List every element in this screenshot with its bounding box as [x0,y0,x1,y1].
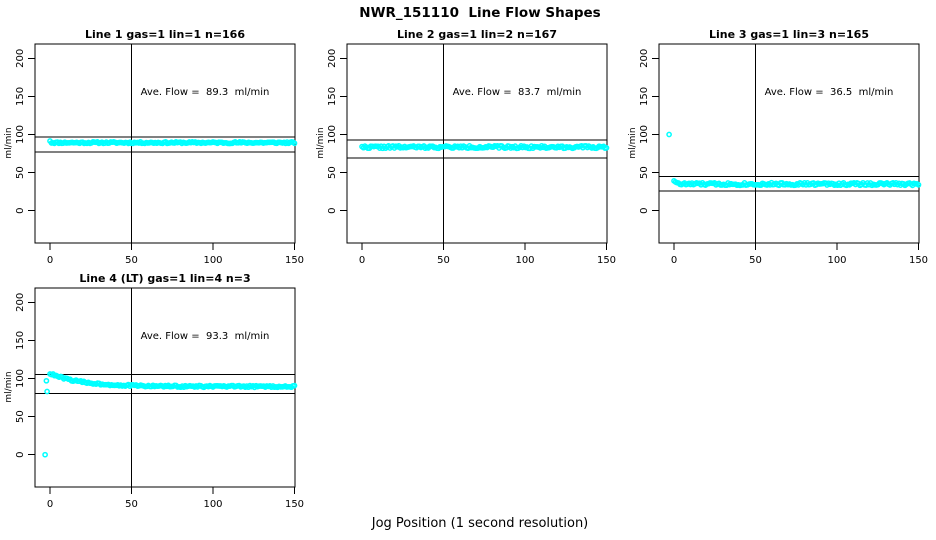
y-tick-label: 200 [15,293,26,312]
subplot-line-2: 0 50 100 150 200 ml/min 0 50 100 150 Line 2 gas=1… [312,26,624,270]
y-tick-label: 0 [639,208,650,214]
subplot-canvas: 0 50 100 150 200 ml/min 0 50 100 150 [316,43,616,266]
flow-data-points [359,142,610,152]
x-tick-label: 100 [203,255,222,266]
subplot-canvas: 0 50 100 150 200 ml/min 0 50 100 150 [4,43,304,266]
flow-data-points [666,131,922,189]
x-tick-label: 0 [359,255,365,266]
ave-flow-annotation: Ave. Flow = 89.3 ml/min [140,87,270,98]
x-tick-label: 150 [597,255,616,266]
subplot-line-4: 0 50 100 150 200 ml/min 0 50 100 150 Line 4 (LT) … [0,270,312,514]
x-tick-label: 0 [47,255,53,266]
flow-data-points [42,371,298,458]
y-axis-label: ml/min [316,127,326,158]
y-tick-label: 200 [639,49,650,68]
x-tick-label: 150 [285,499,304,510]
y-axis-label: ml/min [4,127,14,158]
x-tick-label: 0 [47,499,53,510]
subplot-canvas: 0 50 100 150 200 ml/min 0 50 100 150 [628,43,928,266]
y-tick-label: 50 [15,410,26,423]
x-axis-label: Jog Position (1 second resolution) [371,516,589,531]
x-tick-label: 150 [909,255,928,266]
x-tick-label: 50 [125,255,138,266]
ave-flow-annotation: Ave. Flow = 93.3 ml/min [140,331,270,342]
subplot-title: Line 4 (LT) gas=1 lin=4 n=3 [79,272,251,285]
subplot-line-1: 0 50 100 150 200 ml/min 0 50 100 150 Line 1 gas=1… [0,26,312,270]
x-tick-label: 50 [437,255,450,266]
plot-box [658,43,920,244]
y-tick-label: 0 [15,208,26,214]
subplot-title: Line 3 gas=1 lin=3 n=165 [708,28,869,41]
subplot-title: Line 1 gas=1 lin=1 n=166 [84,28,245,41]
ave-flow-annotation: Ave. Flow = 36.5 ml/min [764,87,894,98]
y-tick-label: 100 [327,125,338,144]
x-tick-label: 100 [515,255,534,266]
y-tick-label: 0 [327,208,338,214]
y-tick-label: 50 [15,166,26,179]
y-tick-label: 0 [15,452,26,458]
main-title: NWR_151110 Line Flow Shapes [359,5,601,21]
y-tick-label: 150 [15,87,26,106]
y-tick-label: 150 [639,87,650,106]
y-tick-label: 50 [327,166,338,179]
y-axis-label: ml/min [628,127,638,158]
subplot-line-3: 0 50 100 150 200 ml/min 0 50 100 150 Line 3 gas=1… [624,26,936,270]
x-tick-label: 100 [203,499,222,510]
y-tick-label: 200 [15,49,26,68]
y-tick-label: 200 [327,49,338,68]
y-tick-label: 150 [327,87,338,106]
ave-flow-annotation: Ave. Flow = 83.7 ml/min [452,87,582,98]
subplot-canvas: 0 50 100 150 200 ml/min 0 50 100 150 [4,287,304,510]
y-tick-label: 50 [639,166,650,179]
x-tick-label: 100 [827,255,846,266]
y-tick-label: 100 [639,125,650,144]
subplot-title: Line 2 gas=1 lin=2 n=167 [396,28,557,41]
y-tick-label: 100 [15,125,26,144]
x-tick-label: 50 [749,255,762,266]
x-tick-label: 50 [125,499,138,510]
y-axis-label: ml/min [4,371,14,402]
x-tick-label: 150 [285,255,304,266]
y-tick-label: 150 [15,331,26,350]
y-tick-label: 100 [15,369,26,388]
flow-data-points [47,138,298,147]
plot-box [346,43,608,244]
x-tick-label: 0 [671,255,677,266]
